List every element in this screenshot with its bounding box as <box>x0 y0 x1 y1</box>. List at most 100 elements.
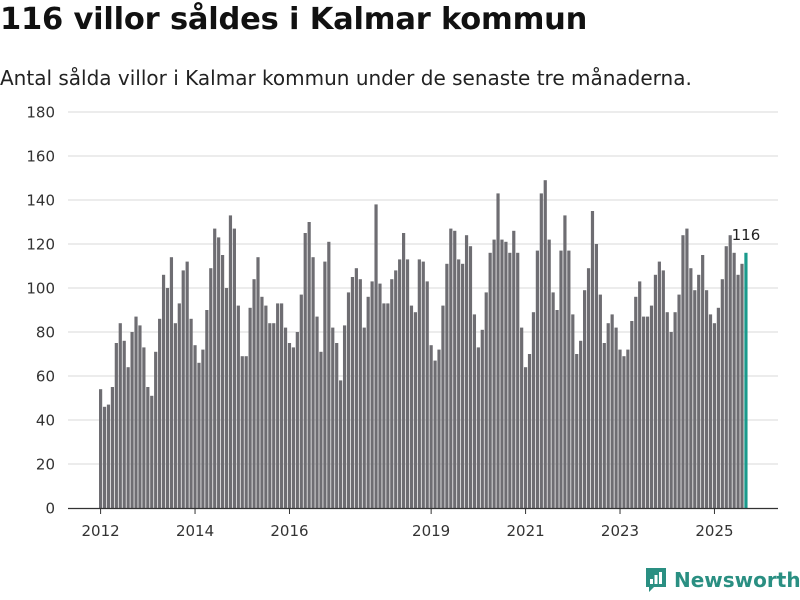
bar <box>512 230 516 509</box>
bar-highlight <box>744 252 748 508</box>
bar <box>272 323 276 508</box>
bar <box>217 237 221 508</box>
bar <box>437 349 441 508</box>
bar <box>173 323 177 508</box>
bar <box>335 343 339 508</box>
annotations: 116 <box>732 226 761 244</box>
bar <box>669 332 673 508</box>
bar <box>468 246 473 508</box>
bar <box>276 303 280 508</box>
bar <box>366 296 370 508</box>
bar <box>209 268 213 508</box>
bar <box>291 347 296 508</box>
bar <box>555 310 559 508</box>
bar <box>433 360 437 508</box>
y-tick-label: 100 <box>26 280 55 298</box>
y-axis: 0 20 40 60 80 100 120 140 160 180 <box>26 104 55 518</box>
bar <box>673 312 677 508</box>
bar <box>342 325 347 508</box>
x-tick-label: 2019 <box>412 522 450 540</box>
bar <box>634 296 638 508</box>
bar <box>681 235 685 508</box>
y-tick-label: 20 <box>36 456 55 474</box>
bar <box>645 316 650 508</box>
bar <box>339 380 343 508</box>
bar <box>307 222 311 508</box>
bar <box>287 343 292 508</box>
bar <box>638 281 642 508</box>
bar <box>315 316 319 508</box>
bar <box>551 292 555 508</box>
bar <box>118 323 122 508</box>
bar <box>583 290 587 508</box>
y-tick-label: 40 <box>36 412 55 430</box>
bar <box>394 270 398 508</box>
bar <box>283 327 288 508</box>
bar <box>181 270 185 508</box>
bar <box>382 303 386 508</box>
bar <box>232 228 236 508</box>
bar <box>425 281 429 508</box>
bar <box>531 312 536 508</box>
bar <box>736 274 740 508</box>
bar <box>472 314 477 508</box>
bar <box>161 274 166 508</box>
bar <box>441 305 445 508</box>
bar <box>114 343 118 508</box>
bar <box>248 307 252 508</box>
bar <box>386 303 390 508</box>
bar <box>449 228 453 508</box>
bar <box>575 354 579 508</box>
bar <box>268 323 272 508</box>
bar <box>405 259 410 508</box>
bar <box>649 305 654 508</box>
bar <box>236 305 240 508</box>
bar <box>579 340 583 508</box>
bar <box>476 347 480 508</box>
bar <box>303 233 307 508</box>
chart-title: 116 villor såldes i Kalmar kommun <box>0 2 588 37</box>
chart-subtitle: Antal sålda villor i Kalmar kommun under… <box>0 66 692 90</box>
bar <box>516 252 520 508</box>
bar <box>464 235 469 508</box>
bar <box>421 261 425 508</box>
bar <box>256 257 260 508</box>
bar <box>165 288 170 508</box>
bar <box>224 288 229 508</box>
bar <box>358 279 362 508</box>
bar <box>374 204 378 508</box>
y-tick-label: 0 <box>45 500 55 518</box>
bar <box>685 228 689 508</box>
bar <box>480 329 484 508</box>
bar <box>496 193 500 508</box>
y-tick-label: 180 <box>26 104 55 122</box>
bar <box>220 255 225 508</box>
bar <box>280 303 284 508</box>
bar <box>527 354 532 508</box>
bar <box>728 235 732 508</box>
bar <box>102 406 107 508</box>
bar <box>547 239 551 508</box>
bar <box>370 281 374 508</box>
bar <box>378 283 382 508</box>
bar <box>264 305 268 508</box>
bar <box>445 263 449 508</box>
bar <box>590 211 595 508</box>
bar <box>665 312 669 508</box>
bar <box>457 259 461 508</box>
y-tick-label: 120 <box>26 236 55 254</box>
bar <box>594 244 599 508</box>
bar <box>346 292 351 508</box>
bar <box>626 349 630 508</box>
x-tick-label: 2016 <box>270 522 308 540</box>
bar <box>106 404 111 508</box>
bar <box>563 215 567 508</box>
bar <box>712 323 717 508</box>
y-tick-label: 80 <box>36 324 55 342</box>
x-axis: 2012 2014 2016 2019 2021 2023 2025 <box>68 507 778 540</box>
bar <box>708 314 713 508</box>
x-tick-label: 2021 <box>506 522 544 540</box>
bar <box>331 327 335 508</box>
bar <box>327 241 331 509</box>
bar <box>520 327 524 508</box>
